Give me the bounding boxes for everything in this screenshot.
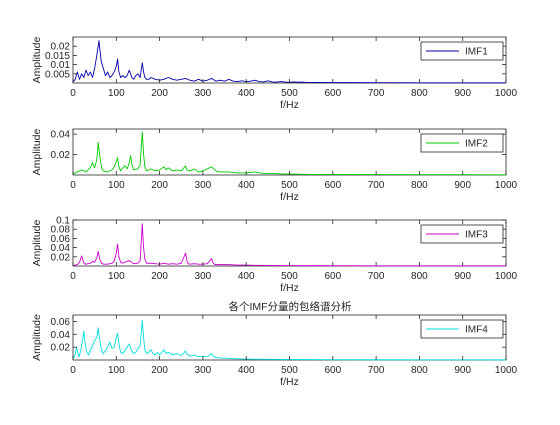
- legend: IMF3: [420, 224, 504, 244]
- y-axis-label: Amplitude: [31, 129, 43, 176]
- x-axis-label: f/Hz: [280, 191, 299, 203]
- y-tick-label: 0.04: [51, 243, 71, 254]
- x-tick-label: 200: [151, 180, 168, 191]
- x-tick-label: 0: [70, 271, 76, 282]
- x-tick-label: 1000: [495, 180, 518, 191]
- legend-box: [420, 319, 504, 339]
- x-tick-label: 300: [195, 365, 212, 376]
- x-tick-label: 100: [108, 365, 125, 376]
- x-tick-label: 500: [281, 365, 298, 376]
- y-tick-label: 0.1: [56, 216, 70, 227]
- x-tick-label: 1000: [495, 271, 518, 282]
- x-tick-label: 700: [368, 88, 385, 99]
- legend: IMF2: [420, 133, 504, 153]
- x-tick-label: 600: [324, 88, 341, 99]
- x-tick-label: 500: [281, 88, 298, 99]
- x-tick-label: 700: [368, 271, 385, 282]
- x-tick-label: 900: [454, 365, 471, 376]
- x-axis-label: f/Hz: [280, 282, 299, 294]
- x-tick-label: 200: [151, 271, 168, 282]
- x-tick-label: 300: [195, 271, 212, 282]
- legend-entry: IMF4: [465, 325, 488, 336]
- x-tick-label: 800: [411, 180, 428, 191]
- y-tick-label: 0.06: [51, 317, 71, 328]
- legend: IMF1: [420, 41, 504, 61]
- legend-box: [420, 133, 504, 153]
- y-tick-label: 0.02: [51, 343, 71, 354]
- x-tick-label: 600: [324, 365, 341, 376]
- x-tick-label: 300: [195, 88, 212, 99]
- x-tick-label: 800: [411, 365, 428, 376]
- x-tick-label: 800: [411, 271, 428, 282]
- x-tick-label: 500: [281, 271, 298, 282]
- x-tick-label: 400: [238, 365, 255, 376]
- x-tick-label: 1000: [495, 88, 518, 99]
- x-tick-label: 0: [70, 365, 76, 376]
- x-tick-label: 700: [368, 365, 385, 376]
- x-tick-label: 200: [151, 88, 168, 99]
- x-tick-label: 300: [195, 180, 212, 191]
- x-tick-label: 0: [70, 180, 76, 191]
- series-line-1: [72, 131, 507, 176]
- subplot-1: 0 100 200 300 400 500 600 700 800 900 10000.0050.0…: [31, 37, 518, 112]
- y-tick-label: 0.02: [51, 42, 71, 53]
- y-tick-label: 0.005: [45, 69, 70, 80]
- x-tick-label: 100: [108, 271, 125, 282]
- subplot-2: 0 100 200 300 400 500 600 700 800 900 1000 0.02 0.04…: [31, 129, 518, 204]
- x-tick-label: 400: [238, 88, 255, 99]
- figure-suptitle: 各个IMF分量的包络谱分析: [228, 300, 352, 313]
- x-tick-label: 600: [324, 180, 341, 191]
- y-tick-label: 0.01: [51, 60, 71, 71]
- x-tick-label: 0: [70, 88, 76, 99]
- x-axis-label: f/Hz: [280, 376, 299, 388]
- x-tick-label: 200: [151, 365, 168, 376]
- series-line-1: [72, 223, 506, 267]
- legend-box: [420, 224, 504, 244]
- y-tick-label: 0.08: [51, 225, 71, 236]
- series-line-1: [72, 319, 507, 361]
- y-axis-label: Amplitude: [31, 37, 43, 84]
- legend-entry: IMF1: [465, 47, 488, 58]
- y-tick-label: 0.02: [51, 150, 71, 161]
- legend-entry: IMF3: [465, 230, 488, 241]
- x-tick-label: 800: [411, 88, 428, 99]
- x-tick-label: 500: [281, 180, 298, 191]
- x-tick-label: 1000: [495, 365, 518, 376]
- x-tick-label: 600: [324, 271, 341, 282]
- y-tick-label: 0.04: [51, 330, 71, 341]
- y-tick-label: 0.04: [51, 130, 71, 141]
- x-tick-label: 100: [108, 88, 125, 99]
- legend: IMF4: [420, 319, 504, 339]
- y-tick-label: 0.06: [51, 234, 71, 245]
- x-axis-label: f/Hz: [280, 99, 299, 111]
- x-tick-label: 400: [238, 180, 255, 191]
- y-axis-label: Amplitude: [31, 314, 43, 361]
- subplot-3: 0 100 200 300 400 500 600 700 800 900 1000 0.020.04…: [31, 216, 518, 295]
- x-tick-label: 900: [454, 271, 471, 282]
- x-tick-label: 900: [454, 180, 471, 191]
- y-axis-label: Amplitude: [31, 220, 43, 267]
- y-tick-label: 0.015: [45, 51, 70, 62]
- subplot-4: 0 100 200 300 400 500 600 700 800 900 1000 0.02 0.04…: [31, 314, 518, 388]
- x-tick-label: 700: [368, 180, 385, 191]
- y-tick-label: 0.02: [51, 252, 71, 263]
- x-tick-label: 100: [108, 180, 125, 191]
- legend-box: [420, 41, 504, 61]
- x-tick-label: 400: [238, 271, 255, 282]
- x-tick-label: 900: [454, 88, 471, 99]
- legend-entry: IMF2: [465, 139, 488, 150]
